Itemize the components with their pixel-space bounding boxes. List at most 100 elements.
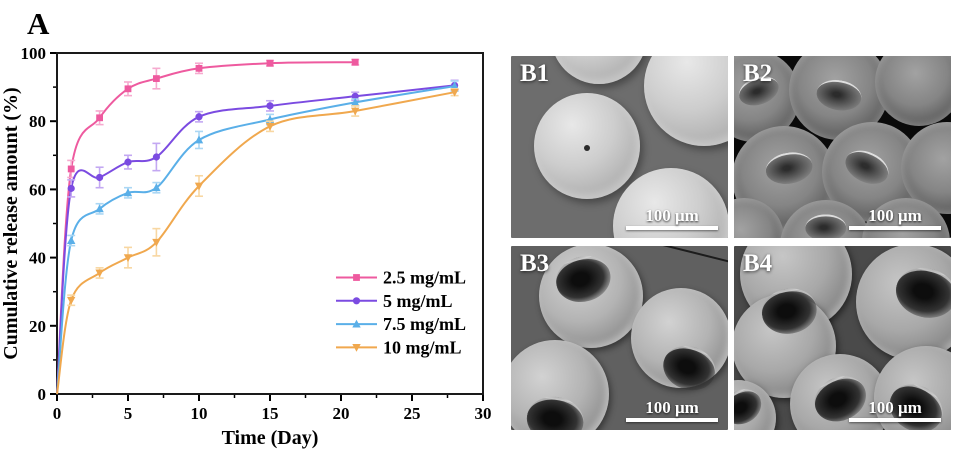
scale-bar-label: 100 μm <box>645 206 699 225</box>
y-tick-label: 100 <box>21 44 47 63</box>
scale-bar: 100 μm <box>626 207 718 230</box>
marker-square <box>67 165 75 173</box>
microsphere <box>551 56 647 84</box>
y-tick-label: 60 <box>29 180 46 199</box>
marker-circle <box>266 102 274 110</box>
microspheres-layer <box>734 56 951 238</box>
collapse-crater <box>734 382 768 430</box>
x-tick-label: 10 <box>191 404 208 423</box>
x-axis: 0 5 10 15 20 25 30 Time (Day) <box>53 394 492 449</box>
series-10-mg-ml <box>56 88 459 395</box>
microsphere <box>644 56 728 146</box>
marker-square <box>195 64 203 72</box>
marker-square <box>351 58 359 66</box>
scale-bar-line <box>626 418 718 422</box>
marker-circle <box>352 297 361 305</box>
legend-item-10-mg-ml: 10 mg/mL <box>336 337 462 357</box>
scale-bar: 100 μm <box>849 399 941 422</box>
marker-circle <box>67 184 75 192</box>
scale-bar-label: 100 μm <box>868 398 922 417</box>
marker-triangle-down <box>265 122 275 131</box>
scale-bar-line <box>849 226 941 230</box>
series-line <box>56 91 455 395</box>
marker-triangle-up <box>67 236 76 244</box>
legend-item-2-5-mg-ml: 2.5 mg/mL <box>336 268 466 288</box>
marker-triangle-up <box>152 183 161 192</box>
y-axis-title: Cumulative release amount (%) <box>0 87 22 359</box>
marker-square <box>153 75 160 82</box>
y-tick-label: 0 <box>38 385 47 404</box>
release-chart: 0 5 10 15 20 25 30 Time (Day) 0 20 40 60 80 100 Cumula… <box>0 44 492 449</box>
microsphere <box>534 93 640 199</box>
marker-triangle-down <box>450 88 459 97</box>
microsphere <box>631 288 728 398</box>
series-7-5-mg-ml <box>56 80 459 395</box>
microsphere <box>875 56 951 126</box>
x-tick-label: 0 <box>53 404 62 423</box>
marker-triangle-down <box>95 269 104 278</box>
sem-image-b1-label: B1 <box>520 60 550 87</box>
legend: 2.5 mg/mL 5 mg/mL 7.5 mg/mL 10 mg/mL <box>336 268 466 357</box>
surface-crack <box>656 246 728 263</box>
marker-triangle-up <box>352 319 361 328</box>
scale-bar-label: 100 μm <box>645 398 699 417</box>
x-tick-label: 20 <box>333 404 350 423</box>
legend-label: 10 mg/mL <box>383 337 462 357</box>
marker-circle <box>124 158 132 166</box>
collapse-crater <box>656 338 722 398</box>
marker-triangle-up <box>194 135 204 144</box>
scale-bar: 100 μm <box>626 399 718 422</box>
legend-label: 2.5 mg/mL <box>383 268 466 288</box>
surface-dimple <box>763 148 815 187</box>
y-tick-label: 20 <box>29 317 46 336</box>
panel-a-label: A <box>27 6 50 41</box>
marker-triangle-up <box>95 204 104 213</box>
collapse-crater <box>550 250 615 308</box>
marker-triangle-up <box>450 81 459 90</box>
surface-pore <box>584 145 590 152</box>
scale-bar-line <box>626 226 718 230</box>
sem-image-b4-label: B4 <box>743 250 773 277</box>
marker-square <box>353 274 360 281</box>
marker-square <box>124 85 132 93</box>
marker-circle <box>152 153 160 161</box>
marker-triangle-down <box>152 238 161 247</box>
surface-dimple <box>805 213 847 238</box>
marker-circle <box>195 113 203 121</box>
collapse-crater <box>523 392 587 430</box>
panel-b: B B1 100 μm B2 100 μm B3 100 μm <box>500 0 955 456</box>
collapse-crater <box>889 260 951 325</box>
sem-image-b4: B4 100 μm <box>734 246 951 430</box>
marker-circle <box>96 173 104 182</box>
legend-label: 7.5 mg/mL <box>383 314 466 334</box>
marker-triangle-down <box>67 296 76 305</box>
microspheres-layer <box>734 246 951 430</box>
surface-dimple <box>814 76 864 114</box>
marker-triangle-up <box>123 188 133 197</box>
microsphere <box>511 340 609 430</box>
marker-triangle-down <box>123 254 133 262</box>
x-tick-label: 5 <box>124 404 133 423</box>
marker-triangle-down <box>351 107 360 116</box>
marker-square <box>96 114 103 122</box>
y-axis: 0 20 40 60 80 100 Cumulative release amount (%… <box>0 44 57 404</box>
sem-image-b3: B3 100 μm <box>511 246 728 430</box>
legend-label: 5 mg/mL <box>383 291 453 311</box>
marker-triangle-down <box>194 182 204 191</box>
microsphere <box>856 246 951 360</box>
x-axis-title: Time (Day) <box>222 427 319 449</box>
x-tick-label: 25 <box>404 404 421 423</box>
microsphere <box>790 354 890 430</box>
sem-image-b1: B1 100 μm <box>511 56 728 238</box>
plot-frame <box>56 52 484 395</box>
microsphere <box>539 246 643 348</box>
x-tick-label: 15 <box>262 404 279 423</box>
microspheres-layer <box>511 246 728 430</box>
marker-triangle-up <box>351 98 360 106</box>
series-line <box>56 61 356 395</box>
legend-item-7-5-mg-ml: 7.5 mg/mL <box>336 314 466 334</box>
x-tick-label: 30 <box>475 404 492 423</box>
scale-bar-label: 100 μm <box>868 206 922 225</box>
microsphere <box>780 200 872 238</box>
